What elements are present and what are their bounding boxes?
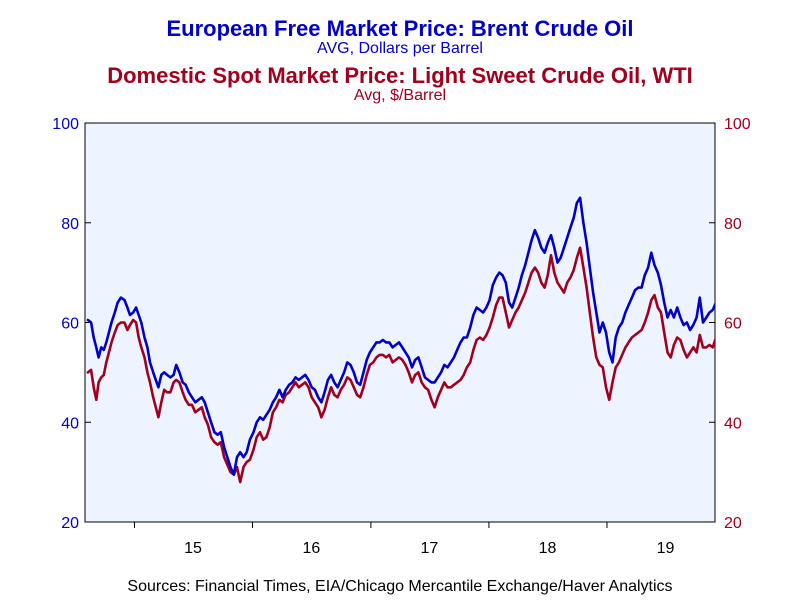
x-tick-label: 16 bbox=[302, 540, 320, 557]
axis-tick-labels: 20 20 40 40 60 60 80 80 100 100 15 16 17 18 19 bbox=[52, 116, 751, 557]
y-tick-label-right: 40 bbox=[724, 415, 742, 432]
series-layer bbox=[86, 196, 715, 484]
y-tick-label-left: 100 bbox=[52, 116, 79, 133]
x-tick-label: 15 bbox=[184, 540, 202, 557]
y-tick-label-left: 60 bbox=[61, 316, 79, 333]
y-tick-label-left: 80 bbox=[61, 216, 79, 233]
chart-title-wti: Domestic Spot Market Price: Light Sweet … bbox=[107, 63, 693, 88]
y-tick-label-right: 100 bbox=[724, 116, 751, 133]
chart-title-brent: European Free Market Price: Brent Crude … bbox=[166, 16, 634, 41]
axis-ticks bbox=[85, 122, 715, 528]
y-tick-label-left: 20 bbox=[61, 515, 79, 532]
wti-series-line bbox=[86, 246, 715, 484]
x-tick-label: 17 bbox=[421, 540, 439, 557]
y-tick-label-left: 40 bbox=[61, 415, 79, 432]
y-tick-label-right: 80 bbox=[724, 216, 742, 233]
plot-area bbox=[84, 122, 716, 523]
y-tick-label-right: 60 bbox=[724, 316, 742, 333]
chart-subtitle-brent: AVG, Dollars per Barrel bbox=[317, 40, 483, 57]
x-tick-label: 18 bbox=[539, 540, 557, 557]
chart-subtitle-wti: Avg, $/Barrel bbox=[353, 87, 447, 104]
brent-series-line bbox=[86, 196, 715, 476]
x-tick-label: 19 bbox=[657, 540, 675, 557]
y-tick-label-right: 20 bbox=[724, 515, 742, 532]
source-note: Sources: Financial Times, EIA/Chicago Me… bbox=[127, 578, 673, 595]
